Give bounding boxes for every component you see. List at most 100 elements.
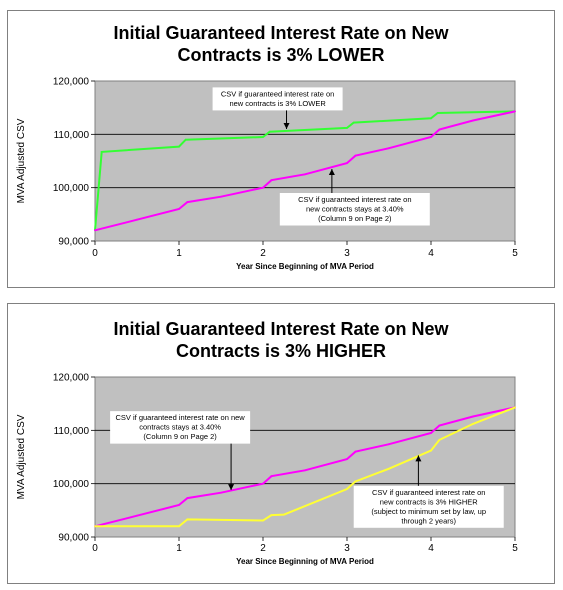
annotation-box <box>353 485 504 528</box>
annotation-text: new contracts is 3% HIGHER <box>380 497 479 506</box>
series-point-2 <box>262 519 264 522</box>
annotation-arrow-head <box>283 123 290 129</box>
chart-higher: Initial Guaranteed Interest Rate on NewC… <box>16 319 518 566</box>
y-tick-label: 90,000 <box>58 237 89 248</box>
series-point-2 <box>346 162 348 165</box>
series-point-2 <box>270 179 273 182</box>
series-point-1 <box>184 138 187 141</box>
x-tick-label: 5 <box>512 543 518 554</box>
series-point-2 <box>514 110 516 113</box>
chart-panel-higher: Initial Guaranteed Interest Rate on New C… <box>7 303 555 584</box>
series-point-1 <box>270 475 273 478</box>
y-tick-label: 110,000 <box>54 130 90 141</box>
annotation-text: new contracts is 3% LOWER <box>229 99 326 108</box>
series-point-2 <box>178 208 180 210</box>
series-point-2 <box>354 480 357 483</box>
series-point-2 <box>94 229 96 232</box>
chart-lower: Initial Guaranteed Interest Rate on NewC… <box>16 23 518 271</box>
series-point-1 <box>136 514 138 517</box>
annotation-text: (Column 9 on Page 2) <box>318 214 392 223</box>
series-point-2 <box>438 128 441 131</box>
annotation-box <box>279 193 430 226</box>
x-tick-label: 4 <box>428 248 434 259</box>
x-tick-label: 4 <box>428 543 434 554</box>
x-tick-label: 0 <box>92 543 98 554</box>
series-point-2 <box>472 423 474 425</box>
series-point-2 <box>346 488 348 490</box>
chart-title-line: Contracts is 3% LOWER <box>177 45 384 65</box>
annotation-arrow-head <box>228 484 235 491</box>
x-tick-label: 1 <box>176 543 182 554</box>
series-point-2 <box>186 201 189 203</box>
series-point-1 <box>346 127 348 129</box>
series-point-2 <box>472 119 474 122</box>
series-point-1 <box>268 130 271 133</box>
annotation-text: (subject to minimum set by law, up <box>371 507 486 516</box>
series-point-2 <box>354 154 357 157</box>
series-point-1 <box>472 415 474 418</box>
series-point-2 <box>136 218 138 221</box>
annotation-box <box>110 411 251 444</box>
series-point-2 <box>388 147 390 150</box>
x-axis-label: Year Since Beginning of MVA Period <box>236 557 374 566</box>
series-point-1 <box>352 121 355 124</box>
annotation-text: CSV if guaranteed interest rate on <box>372 488 485 497</box>
series-point-1 <box>178 504 180 506</box>
series-point-1 <box>304 469 306 472</box>
series-point-1 <box>100 151 103 153</box>
x-tick-label: 3 <box>344 543 350 554</box>
x-tick-label: 2 <box>260 248 266 259</box>
series-point-2 <box>178 525 180 528</box>
y-tick-label: 120,000 <box>53 77 90 88</box>
annotation-box <box>212 87 343 111</box>
series-point-1 <box>436 112 439 114</box>
series-point-2 <box>220 195 222 198</box>
annotation-text: CSV if guaranteed interest rate on new <box>115 413 245 422</box>
y-tick-label: 110,000 <box>54 426 90 437</box>
x-axis-label: Year Since Beginning of MVA Period <box>236 262 374 271</box>
x-tick-label: 3 <box>344 248 350 259</box>
series-point-2 <box>94 525 96 528</box>
series-point-1 <box>438 424 441 427</box>
chart-title-line: Initial Guaranteed Interest Rate on New <box>113 319 449 339</box>
series-point-1 <box>262 482 264 485</box>
series-point-2 <box>262 186 264 189</box>
annotation-callout: CSV if guaranteed interest rate on newco… <box>110 411 251 491</box>
series-point-1 <box>388 443 390 446</box>
series-point-1 <box>262 136 264 138</box>
y-tick-label: 90,000 <box>58 533 89 544</box>
y-tick-label: 120,000 <box>53 373 90 384</box>
y-tick-label: 100,000 <box>53 183 90 194</box>
series-point-1 <box>220 491 222 494</box>
series-point-1 <box>354 450 357 453</box>
series-point-2 <box>283 513 285 516</box>
y-tick-label: 100,000 <box>53 479 90 490</box>
series-point-2 <box>438 439 441 441</box>
annotation-text: through 2 years) <box>401 516 456 525</box>
annotation-text: contracts stays at 3.40% <box>139 423 221 432</box>
annotation-text: CSV if guaranteed interest rate on <box>221 89 334 98</box>
series-point-1 <box>430 432 432 434</box>
series-point-2 <box>430 136 432 138</box>
series-point-1 <box>186 497 189 499</box>
series-point-2 <box>514 406 516 409</box>
y-axis-label: MVA Adjusted CSV <box>16 118 27 203</box>
series-point-1 <box>430 117 432 120</box>
series-point-2 <box>388 467 390 470</box>
chart-title-line: Initial Guaranteed Interest Rate on New <box>113 23 449 43</box>
x-tick-label: 0 <box>92 248 98 259</box>
annotation-text: new contracts stays at 3.40% <box>306 205 404 214</box>
series-point-2 <box>304 173 306 176</box>
chart-title-line: Contracts is 3% HIGHER <box>176 341 386 361</box>
x-tick-label: 1 <box>176 248 182 259</box>
series-point-2 <box>430 449 432 452</box>
annotation-arrow-head <box>415 455 422 462</box>
series-point-2 <box>186 518 189 521</box>
chart-panel-lower: Initial Guaranteed Interest Rate on New C… <box>7 10 555 288</box>
annotation-text: (Column 9 on Page 2) <box>143 432 217 441</box>
annotation-arrow-head <box>328 169 335 175</box>
series-point-1 <box>178 145 180 148</box>
